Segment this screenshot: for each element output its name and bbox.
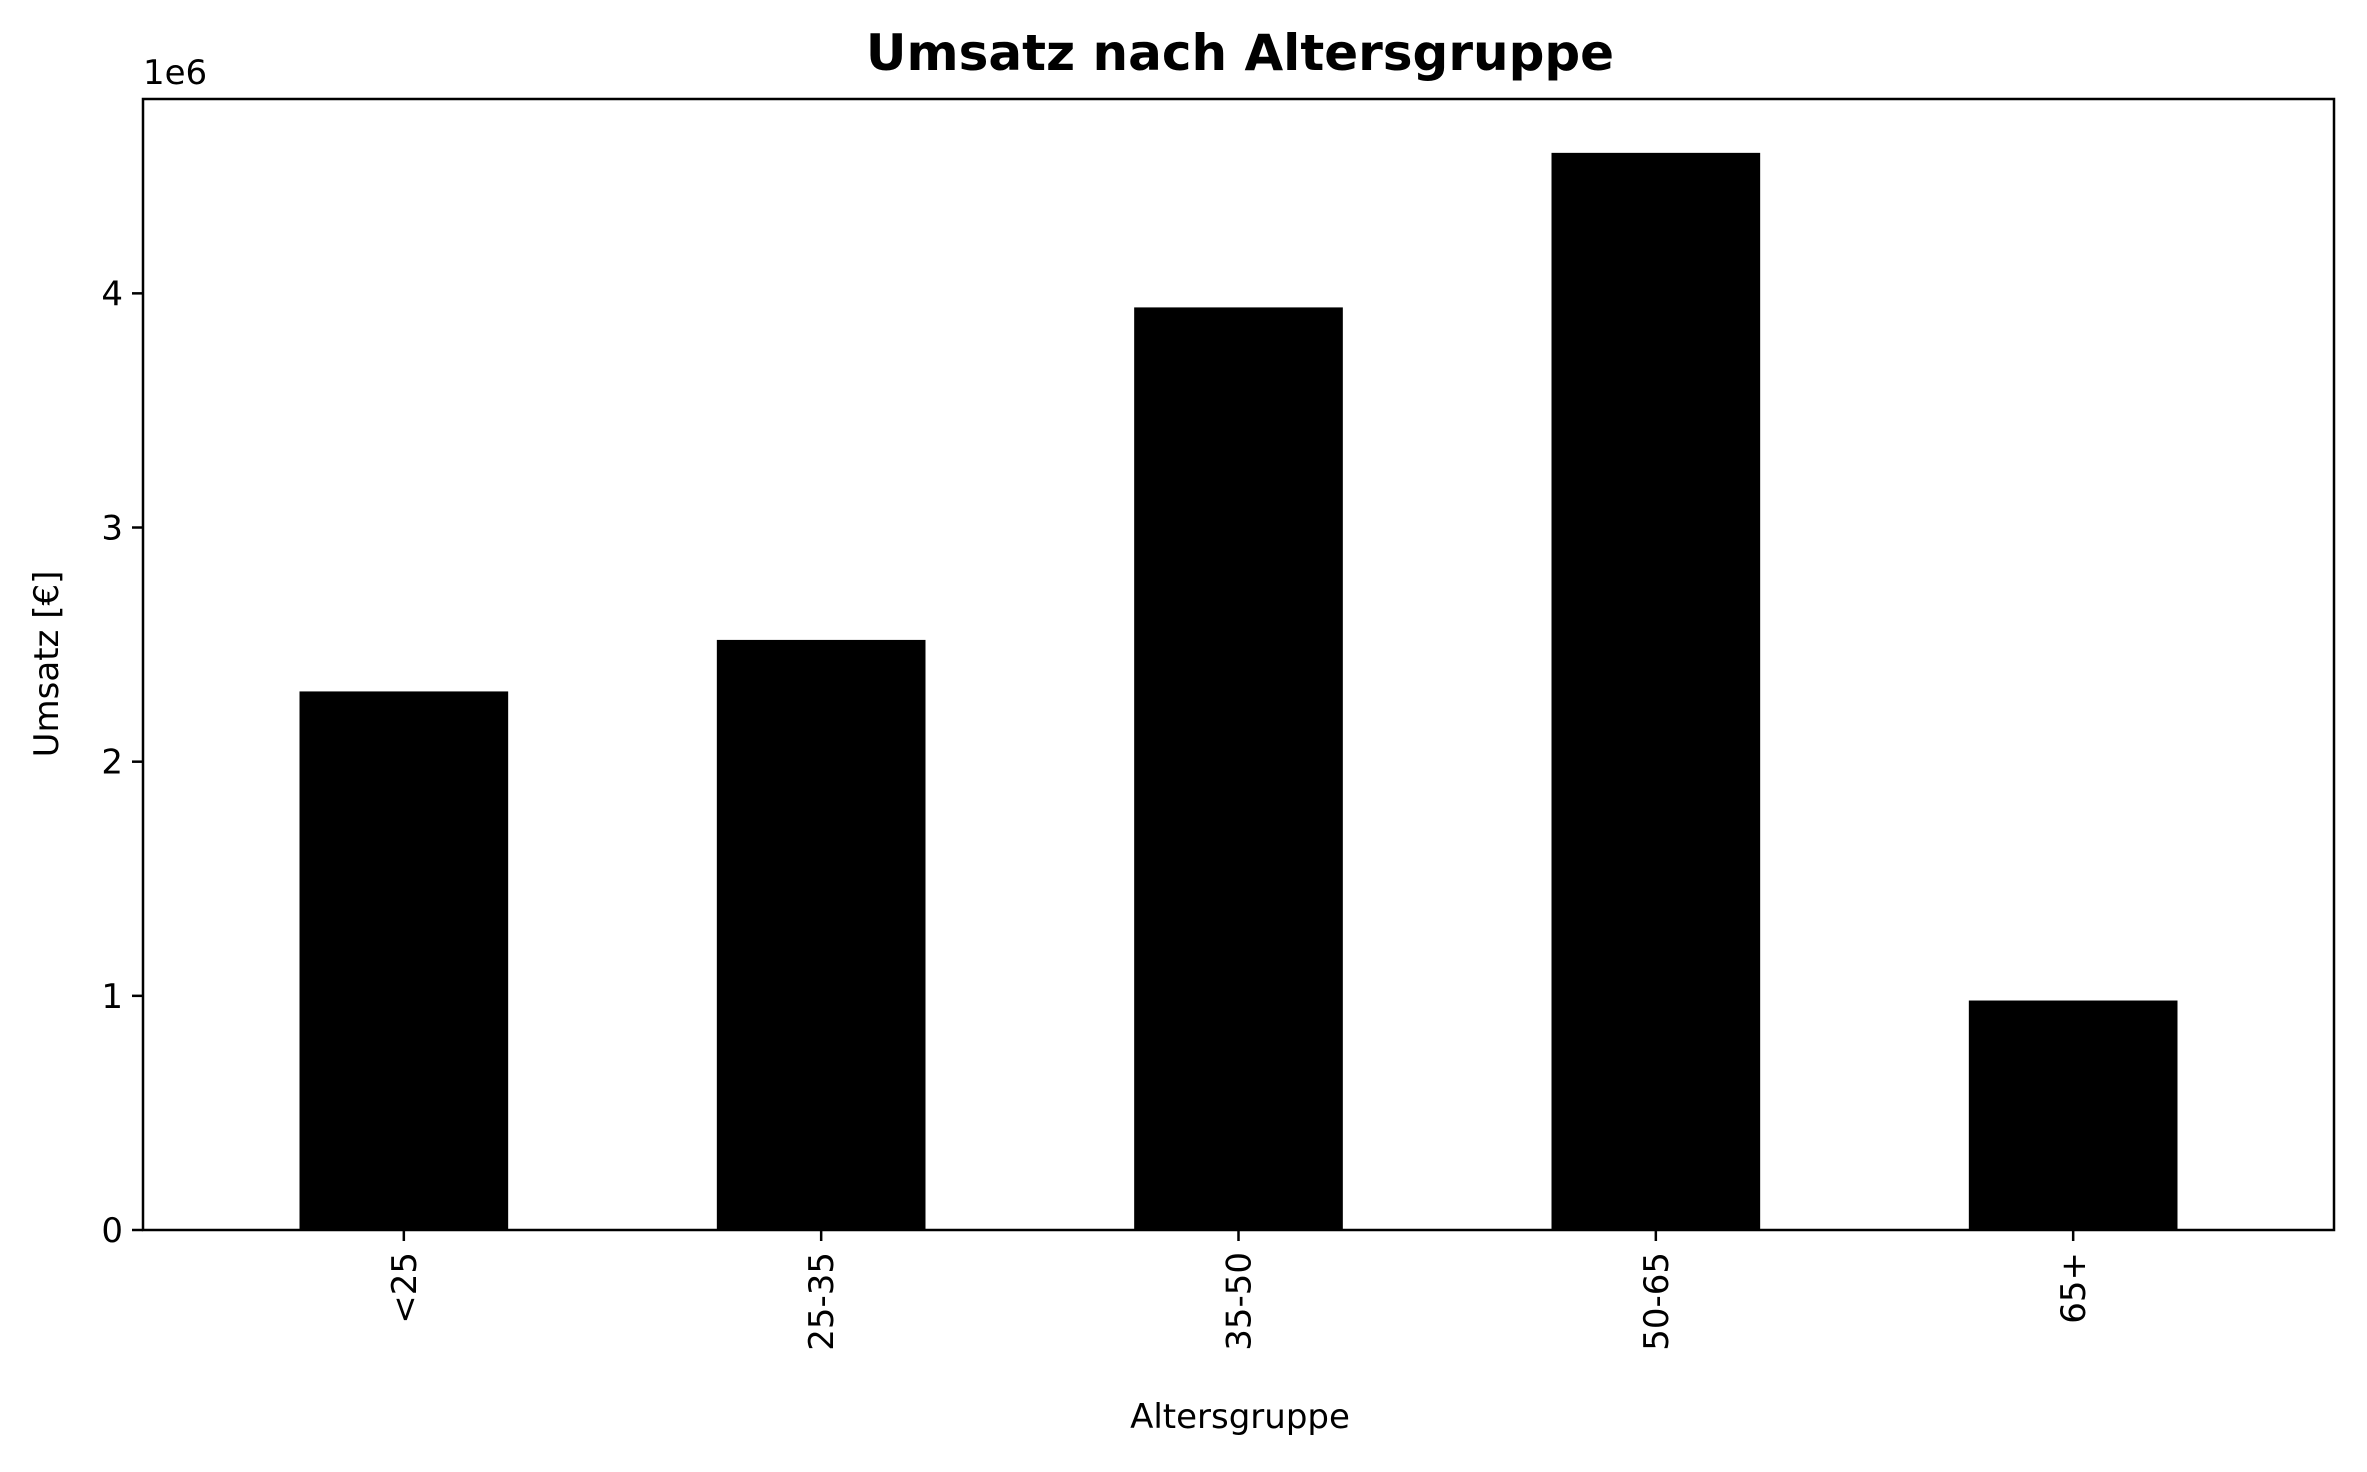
chart-title: Umsatz nach Altersgruppe [866,24,1614,82]
x-axis-label: Altersgruppe [1130,1397,1350,1437]
x-tick-label-0: <25 [385,1252,425,1324]
x-tick-label-4: 65+ [2054,1252,2094,1324]
x-tick-label-3: 50-65 [1637,1252,1677,1351]
x-tick-label-1: 25-35 [802,1252,842,1351]
y-tick-label-1: 1 [101,977,123,1017]
y-tick-label-4: 4 [101,274,123,314]
y-axis-offset-label: 1e6 [143,53,207,93]
y-tick-label-0: 0 [101,1211,123,1251]
x-tick-label-2: 35-50 [1220,1252,1260,1351]
x-axis-ticks: <25 25-35 35-50 50-65 65+ [385,1230,2094,1351]
bar-0 [299,691,509,1230]
y-axis-ticks: 0 1 2 3 4 [101,274,143,1251]
bars-group [299,152,2178,1231]
plot-frame [141,97,2336,1232]
y-tick-label-3: 3 [101,509,123,549]
bar-1 [716,639,926,1230]
bar-3 [1551,152,1761,1230]
y-axis-label: Umsatz [€] [27,571,67,758]
y-tick-label-2: 2 [101,743,123,783]
bar-4 [1968,1000,2178,1230]
bar-2 [1134,307,1343,1231]
